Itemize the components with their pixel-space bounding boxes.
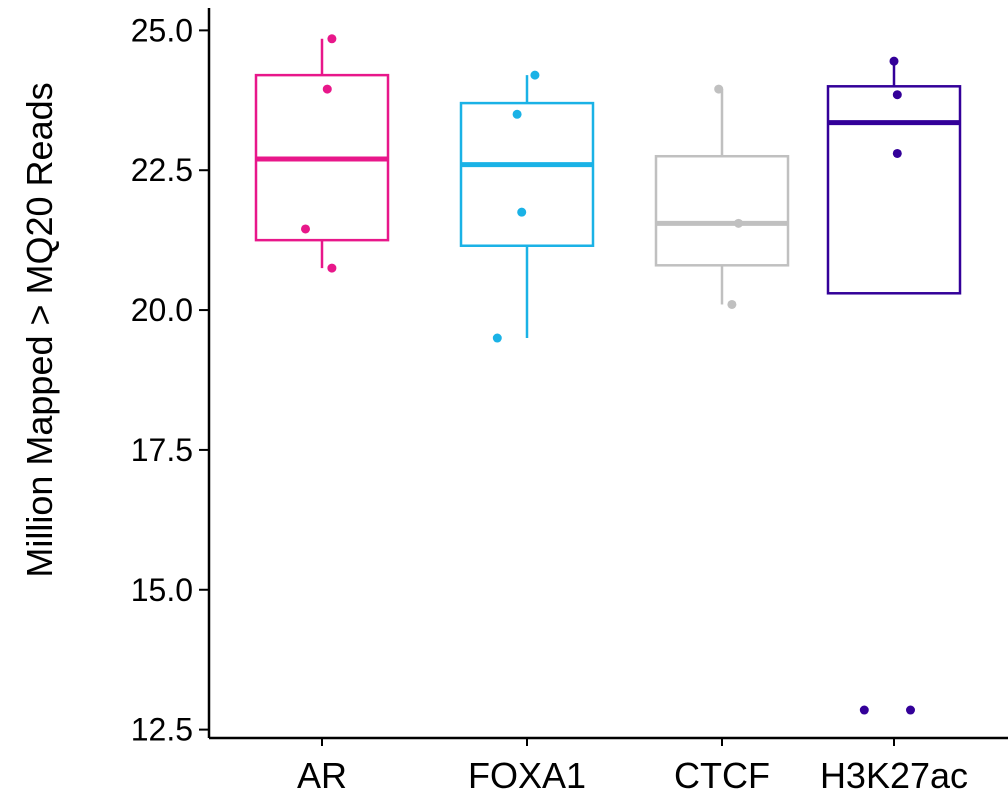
y-tick-label: 15.0 xyxy=(131,572,193,608)
box-group-h3k27ac xyxy=(826,56,962,715)
data-point xyxy=(327,263,337,273)
data-point xyxy=(301,224,310,234)
y-axis-title: Million Mapped > MQ20 Reads xyxy=(19,82,60,577)
iqr-box xyxy=(826,85,962,295)
data-point xyxy=(322,84,332,94)
data-point xyxy=(530,70,540,80)
x-category-label: CTCF xyxy=(674,755,770,795)
x-category-label: H3K27ac xyxy=(820,755,968,795)
data-point xyxy=(892,90,902,100)
box-group-ar xyxy=(254,34,390,273)
box-group-foxa1 xyxy=(459,70,595,343)
data-point xyxy=(727,299,737,309)
data-point xyxy=(892,148,902,158)
y-tick-label: 25.0 xyxy=(131,12,193,48)
data-point xyxy=(512,109,522,119)
x-labels: AR FOXA1 CTCF H3K27ac xyxy=(297,738,968,795)
y-tick-label: 17.5 xyxy=(131,432,193,468)
data-point xyxy=(906,705,915,715)
data-point xyxy=(492,333,502,343)
iqr-box xyxy=(654,154,790,267)
y-tick-label: 12.5 xyxy=(131,712,193,748)
data-point xyxy=(327,34,337,44)
y-ticks: 12.5 15.0 17.5 20.0 22.5 25.0 xyxy=(131,12,209,748)
data-point xyxy=(889,56,899,66)
plot-area xyxy=(254,34,962,715)
x-category-label: AR xyxy=(297,755,347,795)
data-point xyxy=(517,207,527,217)
box-group-ctcf xyxy=(654,84,790,309)
y-tick-label: 22.5 xyxy=(131,152,193,188)
x-category-label: FOXA1 xyxy=(468,755,586,795)
y-tick-label: 20.0 xyxy=(131,292,193,328)
iqr-box xyxy=(459,101,595,247)
data-point xyxy=(859,705,869,715)
data-point xyxy=(734,218,743,228)
data-point xyxy=(714,84,724,94)
